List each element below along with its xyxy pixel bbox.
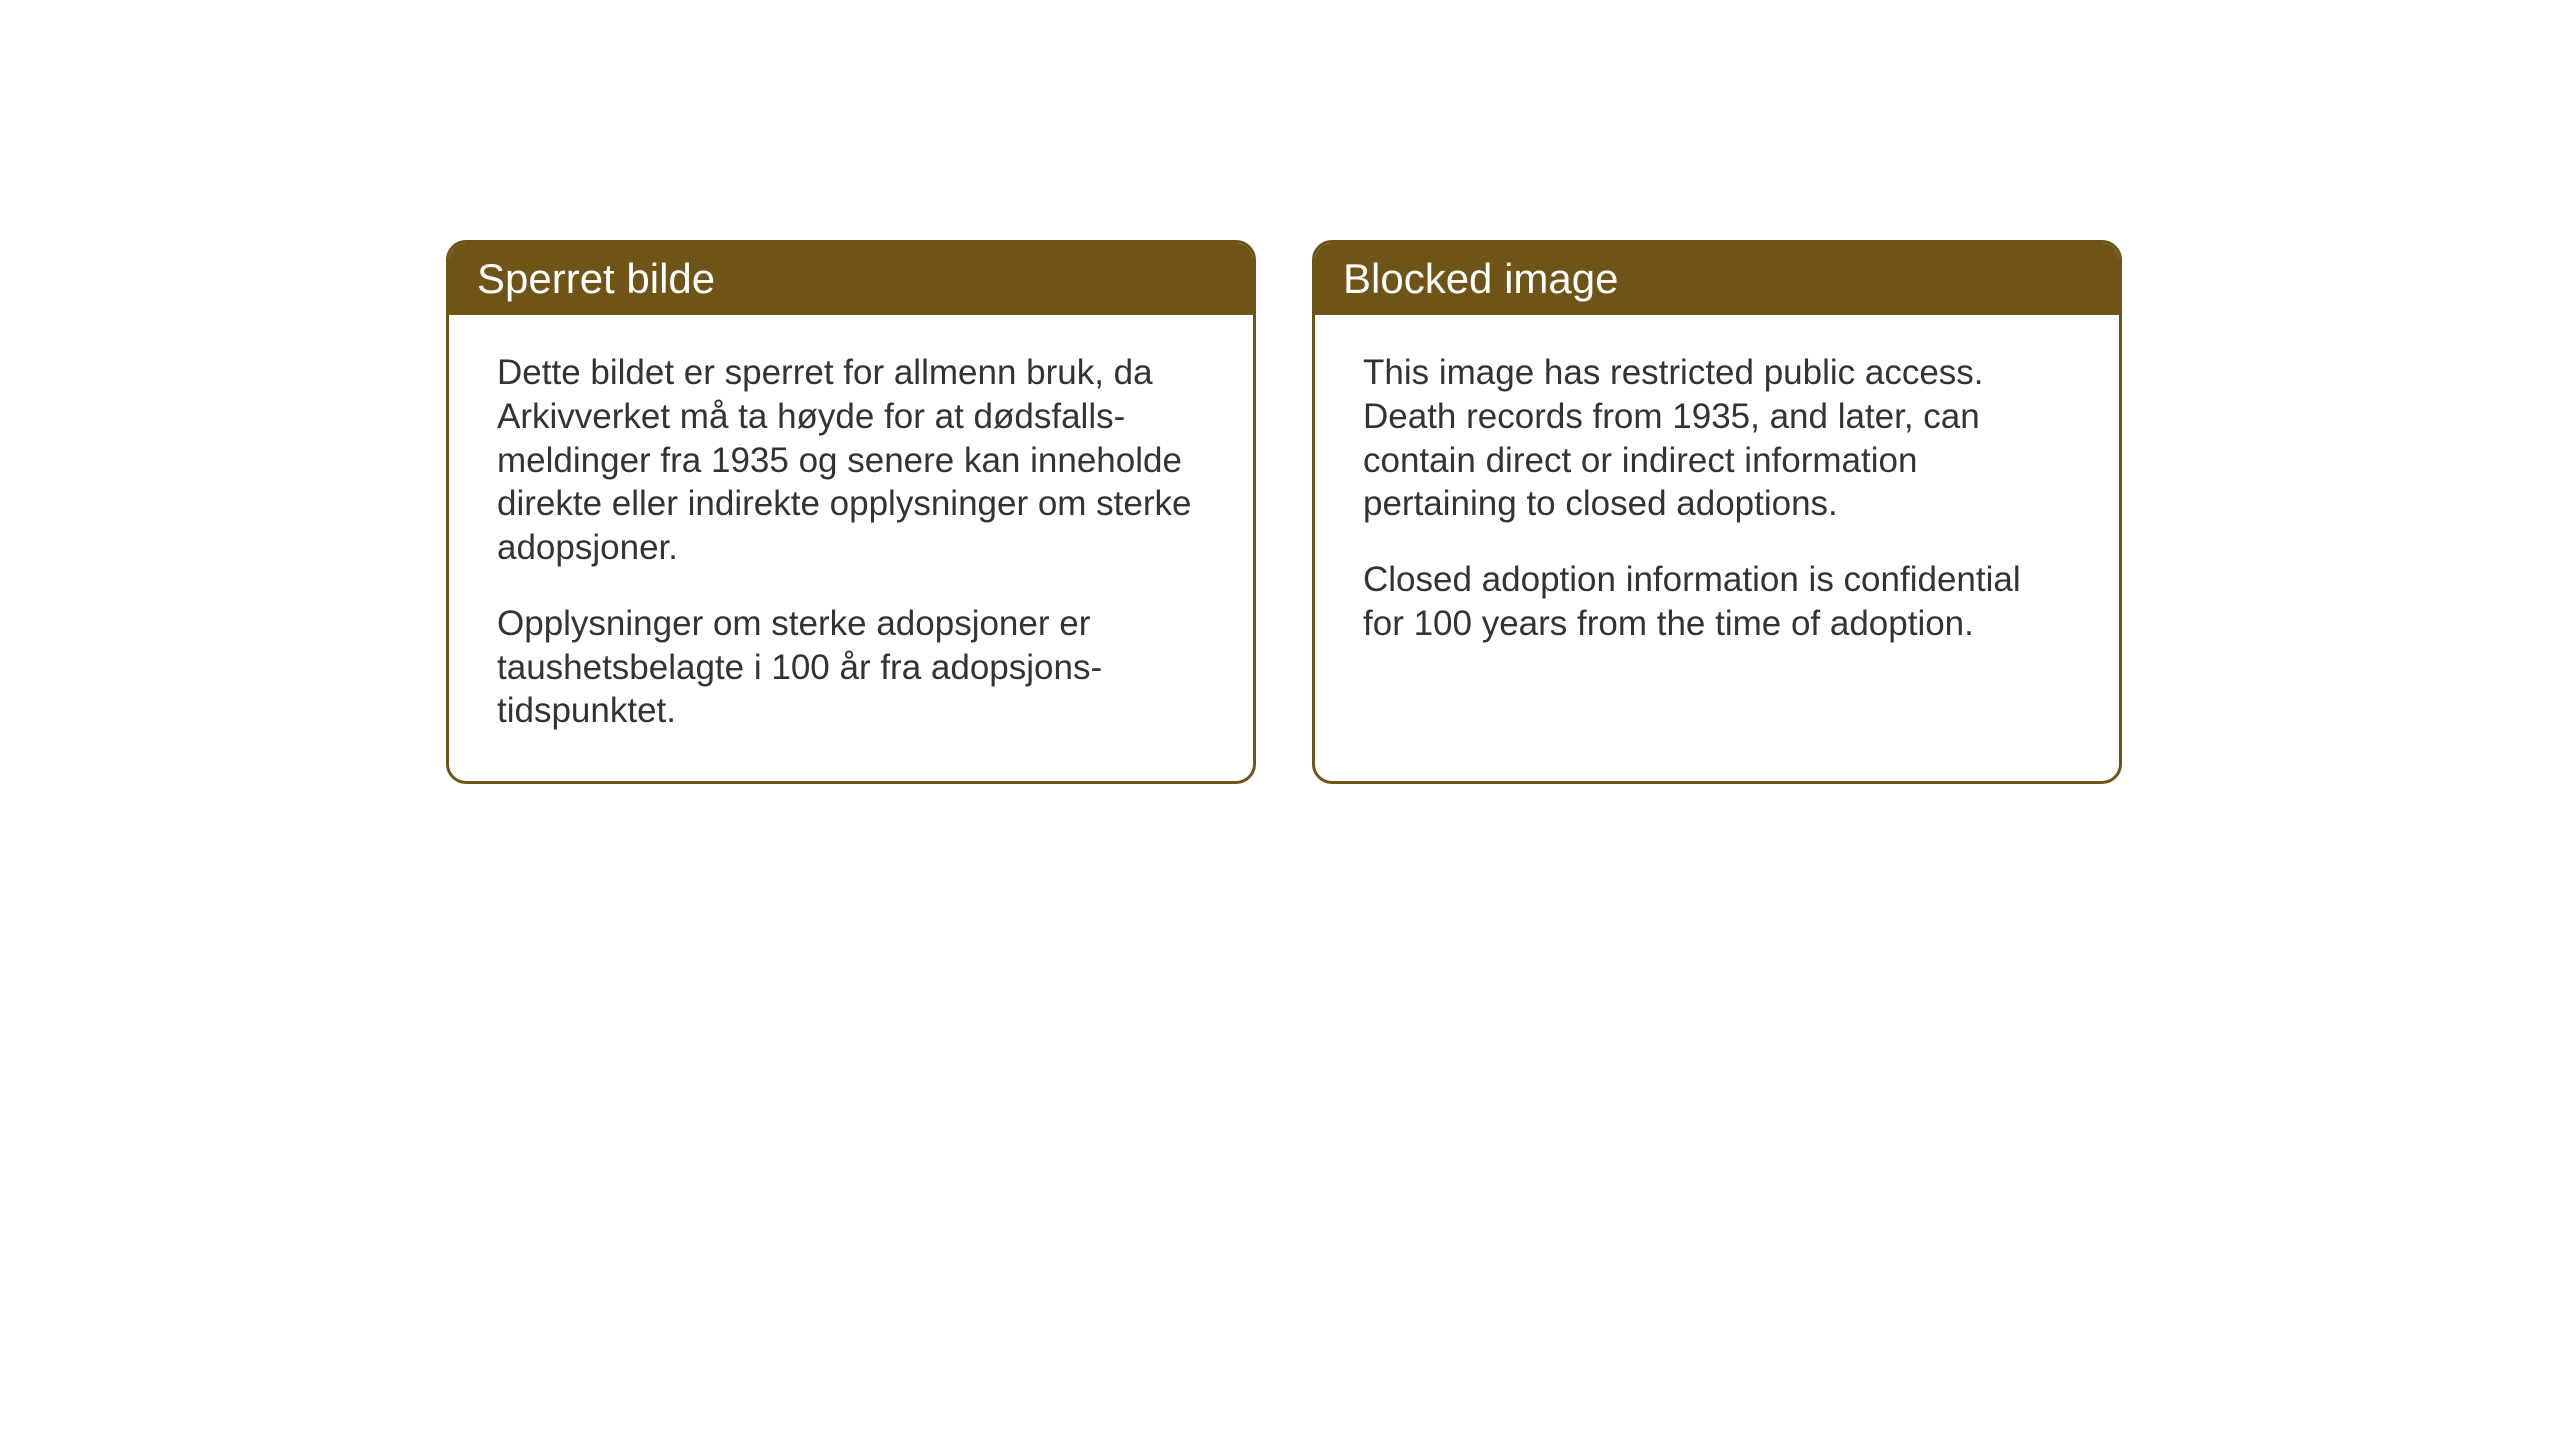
english-paragraph-1: This image has restricted public access.… [1363,351,2071,526]
english-card-title: Blocked image [1315,243,2119,315]
norwegian-notice-card: Sperret bilde Dette bildet er sperret fo… [446,240,1256,784]
norwegian-card-body: Dette bildet er sperret for allmenn bruk… [449,315,1253,781]
english-paragraph-2: Closed adoption information is confident… [1363,558,2071,646]
english-card-body: This image has restricted public access.… [1315,315,2119,694]
norwegian-card-title: Sperret bilde [449,243,1253,315]
notice-container: Sperret bilde Dette bildet er sperret fo… [446,240,2122,784]
english-notice-card: Blocked image This image has restricted … [1312,240,2122,784]
norwegian-paragraph-1: Dette bildet er sperret for allmenn bruk… [497,351,1205,570]
norwegian-paragraph-2: Opplysninger om sterke adopsjoner er tau… [497,602,1205,733]
